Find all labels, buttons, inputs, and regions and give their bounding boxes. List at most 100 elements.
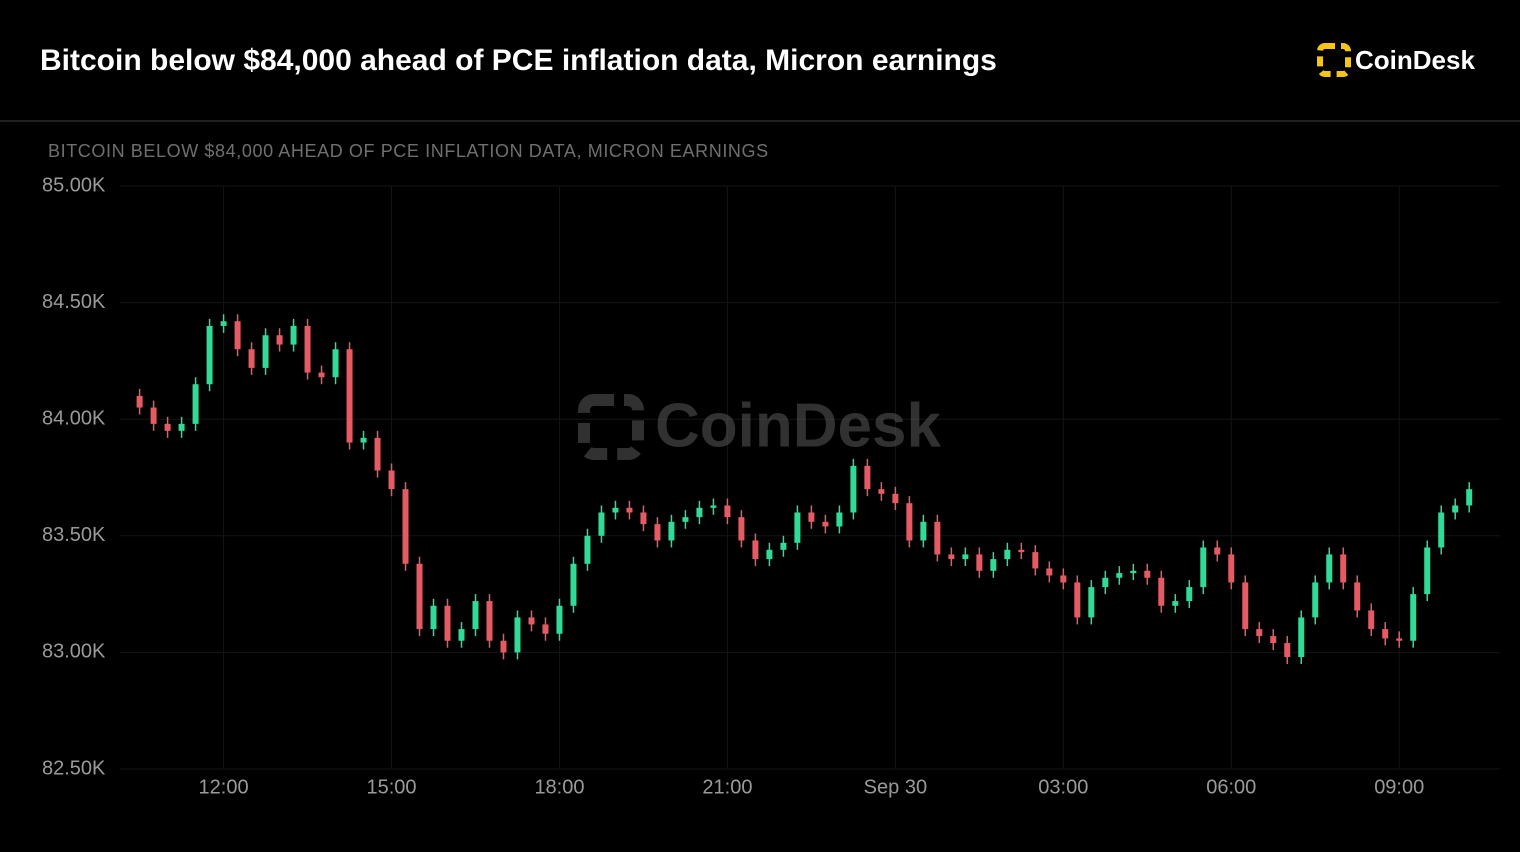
candle-body	[514, 617, 521, 653]
y-tick-label: 84.00K	[42, 407, 106, 429]
candle-body	[850, 465, 857, 513]
watermark-icon	[578, 394, 644, 460]
candle-body	[570, 563, 577, 606]
candle-body	[1326, 554, 1333, 583]
logo: CoinDesk	[1317, 43, 1475, 77]
x-tick-label: Sep 30	[864, 776, 927, 798]
candle-body	[696, 507, 703, 518]
candle-body	[1424, 547, 1431, 595]
logo-text: CoinDesk	[1355, 45, 1475, 75]
watermark-text: CoinDesk	[655, 391, 941, 460]
y-tick-label: 83.00K	[42, 641, 106, 663]
candle-body	[1298, 617, 1305, 658]
x-tick-label: 12:00	[199, 776, 249, 798]
x-tick-label: 06:00	[1206, 776, 1256, 798]
y-tick-label: 85.00K	[42, 174, 106, 196]
candle-body	[962, 554, 969, 560]
candle-body	[1004, 549, 1011, 560]
candle-body	[1466, 489, 1473, 506]
candle-body	[444, 605, 451, 641]
candle-body	[1354, 582, 1361, 611]
candle-body	[486, 601, 493, 641]
candle-body	[430, 605, 437, 630]
candle-body	[1452, 505, 1459, 513]
candle-body	[906, 503, 913, 541]
candle-body	[150, 407, 157, 424]
candles	[136, 314, 1473, 665]
x-tick-label: 15:00	[366, 776, 416, 798]
candle-body	[1242, 582, 1249, 630]
candle-body	[1074, 582, 1081, 618]
candle-body	[248, 349, 255, 368]
candle-body	[584, 535, 591, 564]
candle-body	[500, 640, 507, 653]
candle-body	[1200, 547, 1207, 588]
x-tick-label: 18:00	[534, 776, 584, 798]
header-title: Bitcoin below $84,000 ahead of PCE infla…	[40, 44, 997, 77]
candle-body	[626, 507, 633, 513]
candle-body	[1116, 573, 1123, 578]
candle-body	[668, 521, 675, 541]
candle-body	[990, 559, 997, 571]
candle-body	[374, 437, 381, 471]
y-tick-label: 84.50K	[42, 291, 106, 313]
y-tick-label: 83.50K	[42, 524, 106, 546]
candle-body	[1102, 577, 1109, 588]
candle-body	[920, 521, 927, 541]
candle-body	[1130, 570, 1137, 574]
candle-body	[836, 512, 843, 527]
candle-body	[892, 493, 899, 504]
x-tick-label: 09:00	[1374, 776, 1424, 798]
logo-icon	[1317, 43, 1351, 77]
candle-body	[1158, 577, 1165, 606]
y-tick-label: 82.50K	[42, 757, 106, 779]
candle-body	[1214, 547, 1221, 555]
candle-body	[654, 524, 661, 541]
candle-body	[976, 554, 983, 571]
candle-body	[612, 507, 619, 513]
candle-body	[276, 335, 283, 345]
candle-body	[640, 512, 647, 525]
candle-body	[1312, 582, 1319, 618]
candle-body	[556, 605, 563, 634]
candle-body	[738, 517, 745, 541]
watermark: CoinDesk	[578, 391, 941, 460]
candle-body	[332, 349, 339, 378]
candle-body	[710, 505, 717, 508]
candle-body	[752, 540, 759, 560]
candle-body	[1410, 594, 1417, 641]
candle-body	[164, 423, 171, 431]
candle-body	[1284, 643, 1291, 658]
candle-body	[360, 437, 367, 443]
candle-body	[1340, 554, 1347, 583]
candle-body	[948, 554, 955, 560]
candle-body	[1438, 512, 1445, 548]
candle-body	[1144, 570, 1151, 578]
candle-body	[528, 617, 535, 625]
chart-title: BITCOIN BELOW $84,000 AHEAD OF PCE INFLA…	[48, 141, 769, 161]
candle-body	[1186, 587, 1193, 602]
candle-body	[1032, 552, 1039, 569]
candle-body	[1228, 554, 1235, 583]
candle-body	[388, 470, 395, 490]
candle-body	[346, 349, 353, 443]
candle-body	[1270, 636, 1277, 644]
candle-body	[724, 505, 731, 518]
candle-body	[1256, 629, 1263, 637]
candle-body	[136, 395, 143, 408]
candle-body	[402, 489, 409, 564]
candle-body	[1382, 629, 1389, 639]
candle-body	[808, 512, 815, 522]
candle-body	[304, 325, 311, 373]
candle-body	[206, 325, 213, 385]
x-tick-label: 03:00	[1038, 776, 1088, 798]
candle-body	[1368, 610, 1375, 630]
candle-body	[318, 372, 325, 378]
candle-body	[290, 325, 297, 345]
candle-body	[878, 489, 885, 494]
candle-body	[262, 335, 269, 368]
candle-body	[542, 624, 549, 634]
candle-body	[234, 321, 241, 350]
candle-body	[458, 629, 465, 641]
